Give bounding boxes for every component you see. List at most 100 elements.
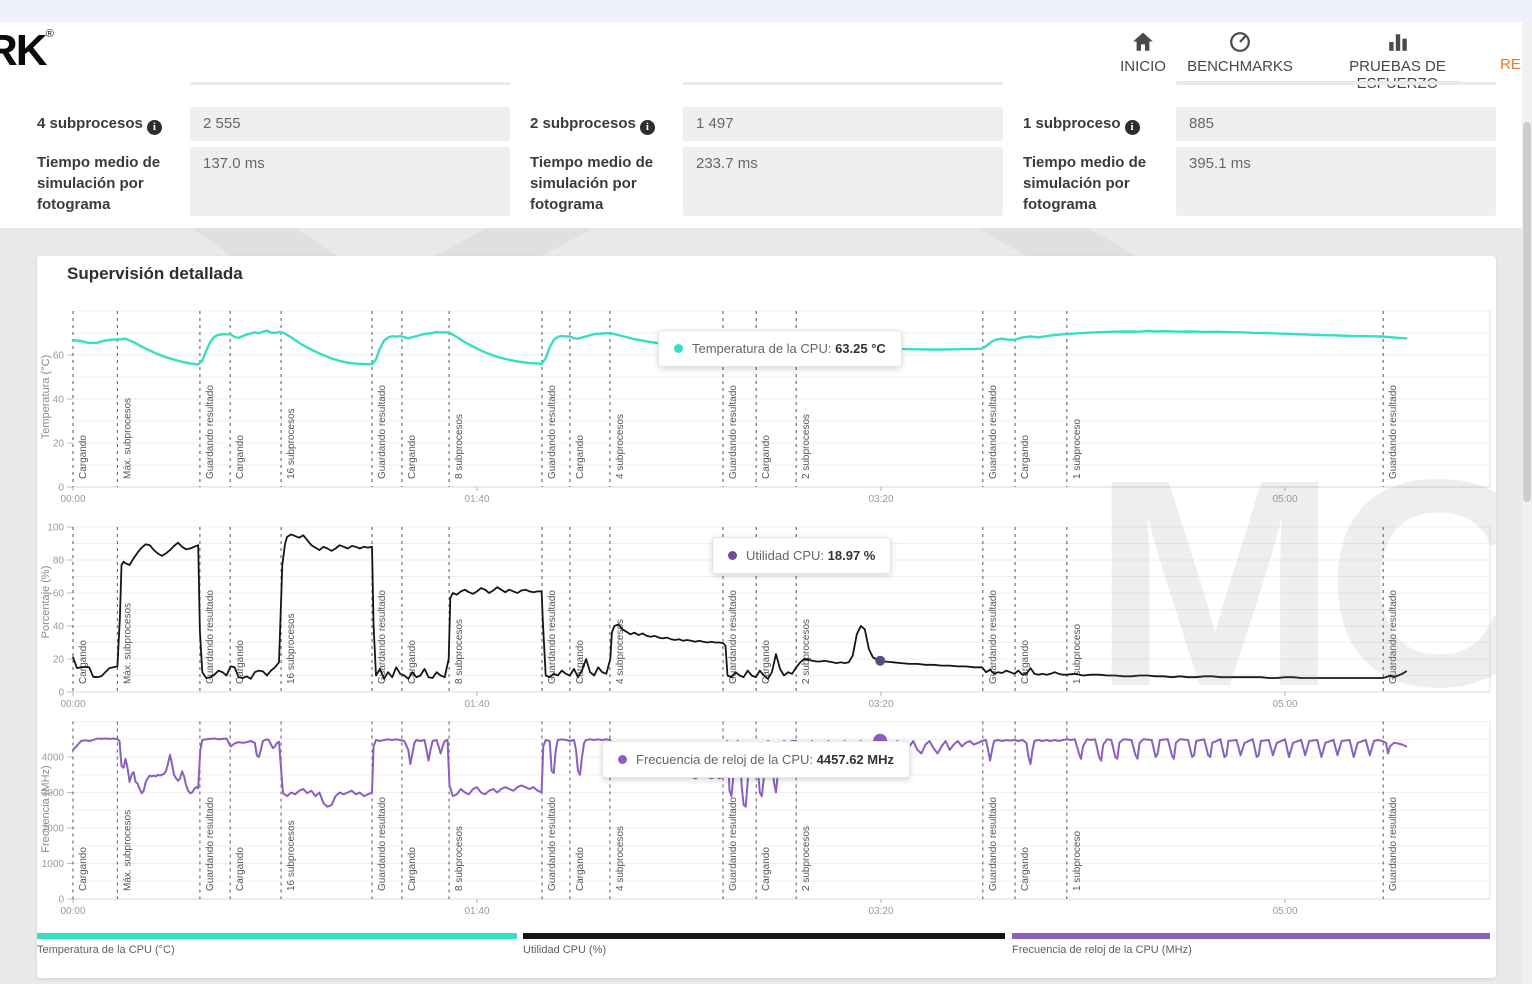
event-marker-label: Guardando resultado	[988, 590, 999, 684]
divider	[190, 82, 510, 85]
event-marker-label: Cargando	[78, 847, 89, 891]
event-marker-label: 4 subprocesos	[615, 414, 626, 479]
metric-label: 4 subprocesos i	[37, 115, 162, 135]
event-marker-label: Guardando resultado	[728, 590, 739, 684]
x-tick-label: 03:20	[868, 906, 893, 915]
y-tick-label: 3000	[42, 788, 65, 799]
event-marker-label: 2 subprocesos	[801, 414, 812, 479]
home-icon	[1110, 31, 1176, 55]
x-tick-label: 00:00	[60, 699, 85, 710]
event-marker-label: Guardando resultado	[988, 797, 999, 891]
legend-label-frequency: Frecuencia de reloj de la CPU (MHz)	[1012, 944, 1192, 956]
y-tick-label: 40	[53, 622, 65, 633]
event-marker-label: Cargando	[78, 435, 89, 479]
x-tick-label: 00:00	[60, 494, 85, 502]
event-marker-label: Cargando	[407, 640, 418, 684]
y-tick-label: 20	[53, 655, 65, 666]
time-label: Tiempo medio de simulación por fotograma	[530, 154, 654, 213]
event-marker-label: Cargando	[235, 847, 246, 891]
y-tick-label: 80	[53, 556, 65, 567]
bar-chart-icon	[1310, 31, 1485, 55]
y-axis-label-temperature: Temperatura (°C)	[40, 354, 52, 440]
event-marker-label: Guardando resultado	[547, 797, 558, 891]
y-tick-label: 4000	[42, 753, 65, 764]
event-marker-label: Cargando	[575, 847, 586, 891]
info-icon[interactable]: i	[1124, 120, 1140, 135]
gauge-icon	[1185, 31, 1295, 55]
section-title: Supervisión detallada	[67, 264, 243, 283]
event-marker-label: Cargando	[761, 640, 772, 684]
event-marker-label: 8 subprocesos	[454, 619, 465, 684]
event-marker-label: Cargando	[1020, 847, 1031, 891]
legend-bar-frequency[interactable]	[1012, 933, 1490, 939]
y-tick-label: 0	[58, 895, 64, 906]
hover-marker-dot	[875, 655, 886, 666]
x-tick-label: 00:00	[60, 906, 85, 915]
event-marker-label: Cargando	[761, 847, 772, 891]
event-marker-label: 2 subprocesos	[801, 826, 812, 891]
nav-item-inicio[interactable]: INICIO	[1110, 31, 1176, 75]
cpu-utilization-chart[interactable]: 0 20 40 60 80 100 00:00 01:40 03:20 05:00 Cargando…	[37, 508, 1496, 710]
cpu-frequency-chart-plot[interactable]: 0 1000 2000 3000 4000 00:00 01:40 03:20 05:00 Car…	[37, 713, 1496, 915]
score-group-1-thread: 1 subproceso i 885 Tiempo medio de simula…	[1023, 100, 1496, 228]
event-marker-label: Guardando resultado	[377, 797, 388, 891]
time-value: 395.1 ms	[1176, 147, 1496, 216]
browser-top-strip	[0, 0, 1532, 22]
legend-bar-utilization[interactable]	[523, 933, 1005, 939]
event-marker-label: Guardando resultado	[1388, 797, 1399, 891]
divider	[1176, 82, 1496, 85]
y-tick-label: 0	[58, 483, 64, 494]
temperature-tooltip: Temperatura de la CPU: 63.25 °C	[658, 330, 902, 367]
event-marker-label: Guardando resultado	[377, 590, 388, 684]
event-marker-label: 1 subproceso	[1072, 831, 1083, 891]
frequency-series-dot-icon	[618, 755, 627, 764]
score-value: 885	[1176, 107, 1496, 141]
y-axis-label-frequency: Frecuencia (MHz)	[40, 765, 52, 853]
y-tick-label: 40	[53, 395, 65, 406]
nav-item-benchmarks[interactable]: BENCHMARKS	[1185, 31, 1295, 75]
legend-bar-temperature[interactable]	[37, 933, 517, 939]
app-logo[interactable]: RK®	[0, 26, 54, 75]
info-icon[interactable]: i	[639, 120, 655, 135]
event-marker-label: 16 subprocesos	[286, 613, 297, 684]
event-marker-label: Cargando	[407, 847, 418, 891]
event-marker-label: Máx. subprocesos	[122, 398, 133, 479]
event-marker-label: Cargando	[1020, 435, 1031, 479]
event-marker-label: Guardando resultado	[728, 797, 739, 891]
event-marker-label: Cargando	[235, 640, 246, 684]
info-icon[interactable]: i	[146, 120, 162, 135]
series-line	[71, 329, 1408, 366]
event-marker-label: Guardando resultado	[205, 590, 216, 684]
event-marker-label: 4 subprocesos	[615, 826, 626, 891]
cpu-utilization-chart-plot[interactable]: 0 20 40 60 80 100 00:00 01:40 03:20 05:00 Cargando…	[37, 508, 1496, 710]
event-marker-label: Cargando	[575, 640, 586, 684]
scrollbar-thumb[interactable]	[1523, 122, 1531, 502]
y-tick-label: 60	[53, 589, 65, 600]
y-axis-label-percentage: Porcentaje (%)	[40, 565, 52, 639]
event-marker-label: Máx. subprocesos	[122, 603, 133, 684]
y-tick-label: 100	[47, 523, 64, 534]
scrollbar-track[interactable]	[1522, 22, 1532, 984]
x-tick-label: 05:00	[1272, 494, 1297, 502]
detailed-monitoring-card: Supervisión detallada 0 20 40 60 00:00 01:40 0…	[37, 256, 1496, 978]
utilization-tooltip: Utilidad CPU: 18.97 %	[712, 537, 892, 574]
event-marker-label: 8 subprocesos	[454, 826, 465, 891]
y-tick-label: 60	[53, 351, 65, 362]
event-marker-label: Guardando resultado	[547, 385, 558, 479]
x-tick-label: 05:00	[1272, 699, 1297, 710]
cpu-frequency-chart[interactable]: 0 1000 2000 3000 4000 00:00 01:40 03:20 05:00 Car…	[37, 713, 1496, 915]
y-tick-label: 0	[58, 688, 64, 699]
event-marker-label: Guardando resultado	[1388, 590, 1399, 684]
x-tick-label: 05:00	[1272, 906, 1297, 915]
event-marker-label: 1 subproceso	[1072, 624, 1083, 684]
series-line	[72, 533, 1408, 680]
score-value: 1 497	[683, 107, 1003, 141]
divider	[683, 82, 1003, 85]
y-tick-label: 2000	[42, 824, 65, 835]
event-marker-label: Cargando	[1020, 640, 1031, 684]
time-label: Tiempo medio de simulación por fotograma	[37, 154, 161, 213]
event-marker-label: 16 subprocesos	[286, 408, 297, 479]
event-marker-label: Cargando	[78, 640, 89, 684]
event-marker-label: Guardando resultado	[988, 385, 999, 479]
